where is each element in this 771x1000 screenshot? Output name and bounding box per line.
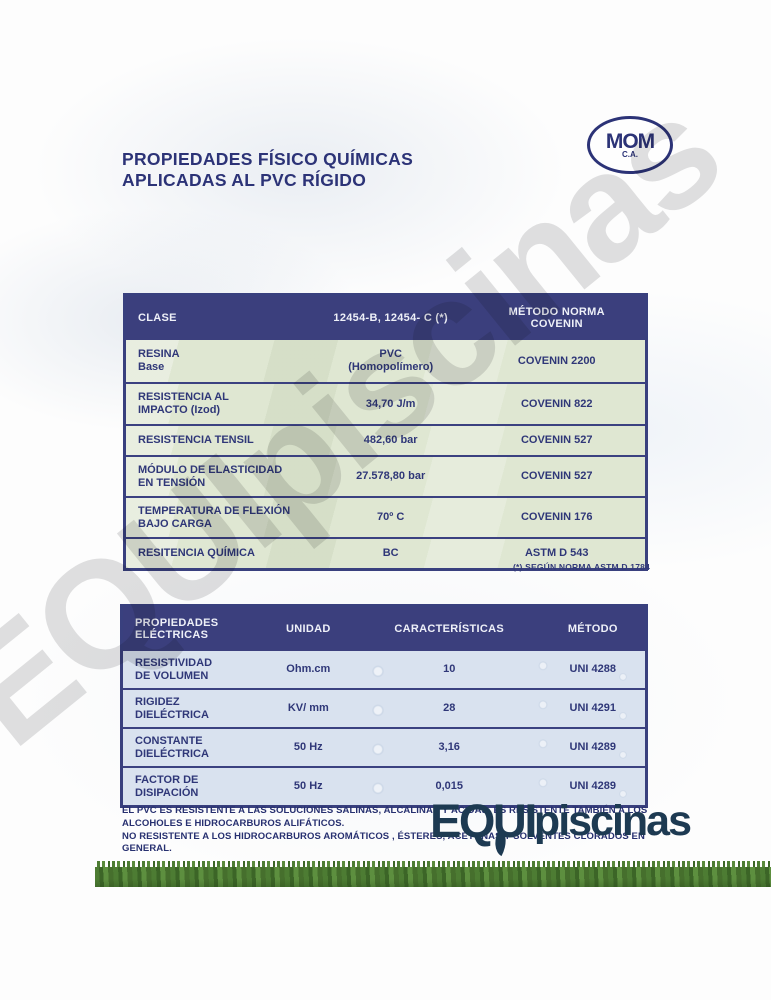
mom-logo-text: MOM (605, 130, 655, 153)
table-row: MÓDULO DE ELASTICIDAD EN TENSIÓN 27.578,… (126, 455, 645, 496)
row-label: TEMPERATURA DE FLEXIÓN BAJO CARGA (138, 504, 291, 530)
table1-footnote: (*) SEGÚN NORMA ASTM D 1784 (512, 562, 650, 572)
table-row: RESISTENCIA AL IMPACTO (Izod) 34,70 J/m … (126, 382, 645, 424)
row-method: UNI 4288 (569, 663, 617, 676)
notes-line: EL PVC ES RESISTENTE A LAS SOLUCIONES SA… (122, 805, 648, 816)
row-method: UNI 4291 (569, 702, 617, 715)
mom-logo-subtext: C.A. (622, 150, 638, 159)
row-label: RESINA Base (138, 348, 180, 373)
notes-line: NO RESISTENTE A LOS HIDROCARBUROS AROMÁT… (122, 830, 645, 842)
table-row: RIGIDEZ DIELÉCTRICA KV/ mm 28 UNI 4291 (123, 688, 645, 727)
mom-logo: MOM C.A. (587, 116, 673, 174)
row-value: 482,60 bar (363, 434, 418, 447)
row-label: MÓDULO DE ELASTICIDAD EN TENSIÓN (138, 463, 283, 489)
row-label: RESITENCIA QUÍMICA (138, 547, 255, 560)
table1-header-clase-value: 12454-B, 12454- C (*) (333, 312, 448, 324)
row-unit: 50 Hz (293, 741, 323, 754)
table2-header-row: PROPIEDADES ELÉCTRICAS UNIDAD CARACTERÍS… (123, 607, 645, 651)
row-label: RIGIDEZ DIELÉCTRICA (135, 695, 209, 721)
table2-header-propiedades: PROPIEDADES ELÉCTRICAS (135, 617, 219, 641)
row-label: RESISTENCIA TENSIL (138, 434, 254, 447)
grass-fringe (95, 861, 771, 868)
table-row: RESINA Base PVC (Homopolímero) COVENIN 2… (126, 340, 645, 382)
row-method: COVENIN 176 (520, 511, 593, 524)
row-value: 10 (443, 663, 456, 676)
notes-line: ALCOHOLES E HIDROCARBUROS ALIFÁTICOS. (122, 817, 345, 829)
row-value: BC (382, 547, 399, 560)
table1-header-row: CLASE 12454-B, 12454- C (*) MÉTODO NORMA… (126, 296, 645, 340)
row-unit: KV/ mm (287, 702, 329, 715)
chemical-resistance-notes: EL PVC ES RESISTENTE A LAS SOLUCIONES SA… (122, 805, 670, 856)
row-value: 3,16 (438, 741, 460, 754)
equipiscinas-logo: EQUI piscinas (430, 794, 692, 857)
row-method: COVENIN 2200 (517, 354, 596, 367)
table2-header-caracteristicas: CARACTERÍSTICAS (394, 623, 505, 635)
table2-header-metodo: MÉTODO (567, 623, 618, 635)
row-value: 28 (443, 702, 456, 715)
electrical-properties-table: PROPIEDADES ELÉCTRICAS UNIDAD CARACTERÍS… (120, 604, 648, 808)
equipiscinas-logo-piscinas: piscinas (533, 797, 692, 845)
row-label: FACTOR DE DISIPACIÓN (135, 773, 199, 799)
equipiscinas-logo-equi: EQUI (430, 794, 537, 847)
grass-strip (95, 867, 771, 887)
page-title: PROPIEDADES FÍSICO QUÍMICAS APLICADAS AL… (122, 149, 413, 192)
row-value: 34,70 J/m (365, 397, 416, 410)
row-method: UNI 4289 (569, 741, 617, 754)
table1-header-clase: CLASE (138, 312, 177, 324)
physical-properties-table: CLASE 12454-B, 12454- C (*) MÉTODO NORMA… (123, 293, 648, 571)
table-row: RESISTIVIDAD DE VOLUMEN Ohm.cm 10 UNI 42… (123, 651, 645, 688)
table1-header-metodo: MÉTODO NORMA COVENIN (508, 306, 605, 330)
row-method: UNI 4289 (569, 780, 617, 793)
table-row: TEMPERATURA DE FLEXIÓN BAJO CARGA 70º C … (126, 496, 645, 537)
table2-header-unidad: UNIDAD (286, 623, 331, 635)
notes-line: GENERAL. (122, 843, 172, 855)
table-row: CONSTANTE DIELÉCTRICA 50 Hz 3,16 UNI 428… (123, 727, 645, 766)
table-row: RESISTENCIA TENSIL 482,60 bar COVENIN 52… (126, 424, 645, 455)
row-method: ASTM D 543 (524, 547, 589, 560)
row-value: 27.578,80 bar (356, 470, 426, 483)
row-label: RESISTENCIA AL IMPACTO (Izod) (138, 391, 229, 416)
table-row: RESITENCIA QUÍMICA BC ASTM D 543 (126, 537, 645, 568)
row-label: RESISTIVIDAD DE VOLUMEN (135, 656, 213, 682)
row-unit: Ohm.cm (286, 663, 331, 676)
row-method: COVENIN 527 (520, 434, 593, 447)
table-row: FACTOR DE DISIPACIÓN 50 Hz 0,015 UNI 428… (123, 766, 645, 805)
row-method: COVENIN 822 (520, 397, 593, 410)
row-method: COVENIN 527 (520, 470, 593, 483)
row-value: 70º C (377, 511, 405, 524)
row-value: 0,015 (435, 780, 463, 793)
row-unit: 50 Hz (293, 780, 323, 793)
row-label: CONSTANTE DIELÉCTRICA (135, 734, 209, 760)
page-title-line1: PROPIEDADES FÍSICO QUÍMICAS (122, 149, 414, 169)
page-title-line2: APLICADAS AL PVC RÍGIDO (122, 170, 367, 191)
row-value: PVC (Homopolímero) (348, 348, 434, 373)
